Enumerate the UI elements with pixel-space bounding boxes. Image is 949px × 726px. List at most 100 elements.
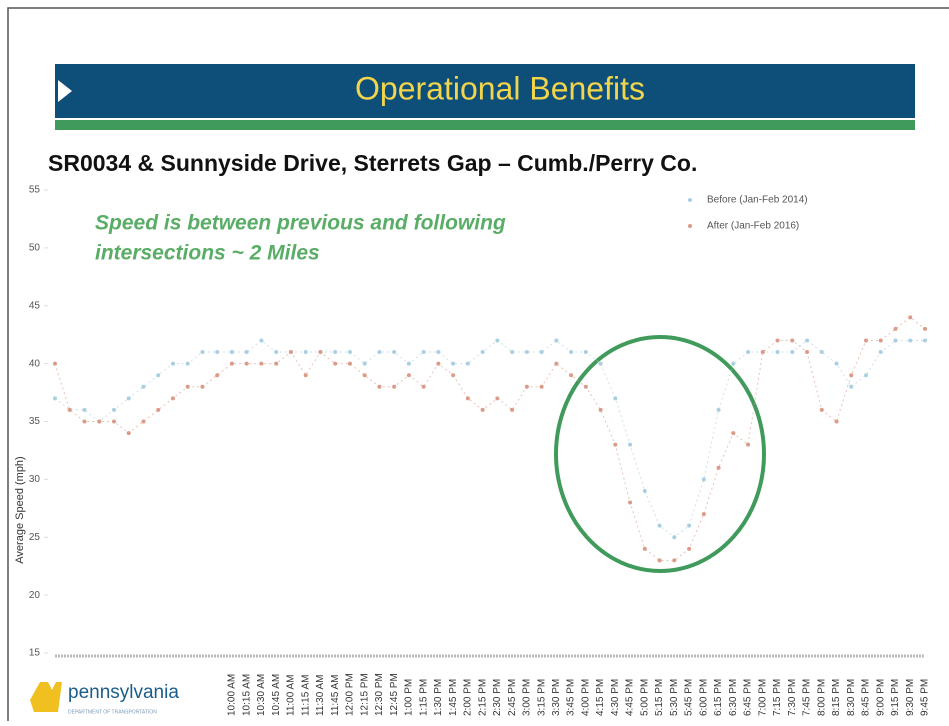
data-point [731, 431, 736, 436]
data-point [878, 350, 883, 355]
legend-label: After (Jan-Feb 2016) [707, 221, 799, 232]
data-point [510, 407, 515, 412]
data-point [185, 384, 190, 389]
logo-icon [30, 682, 62, 712]
x-tick-label: 1:00 PM [404, 679, 415, 716]
x-tick-label: 11:30 AM [315, 674, 326, 716]
slide-subtitle: SR0034 & Sunnyside Drive, Sterrets Gap –… [48, 150, 697, 176]
x-tick-label: 10:00 AM [227, 674, 238, 716]
x-tick-label: 7:15 PM [772, 679, 783, 716]
data-point [819, 350, 824, 355]
data-point [170, 361, 175, 366]
y-tick-label: 35 [29, 416, 41, 427]
data-point [878, 338, 883, 343]
data-point [554, 338, 559, 343]
x-tick-label: 6:15 PM [713, 679, 724, 716]
data-point [480, 407, 485, 412]
data-point [465, 396, 470, 401]
highlight-circle [554, 335, 766, 573]
data-point [672, 558, 677, 563]
data-point [790, 350, 795, 355]
x-tick-label: 9:00 PM [875, 679, 886, 716]
y-tick-label: 45 [29, 300, 41, 311]
data-point [421, 384, 426, 389]
series-line [54, 339, 925, 538]
annotation: intersections ~ 2 Miles [95, 242, 320, 265]
x-tick-label: 2:15 PM [477, 679, 488, 716]
data-point [303, 373, 308, 378]
data-point [200, 384, 205, 389]
x-tick-label: 3:15 PM [536, 679, 547, 716]
x-tick-label: 6:45 PM [743, 679, 754, 716]
x-tick-label: 3:00 PM [522, 679, 533, 716]
data-point [259, 361, 264, 366]
data-point [436, 350, 441, 355]
logo-subtitle: DEPARTMENT OF TRANSPORTATION [68, 709, 157, 715]
data-point [642, 488, 647, 493]
legend-label: Before (Jan-Feb 2014) [707, 195, 808, 206]
x-tick-label: 9:45 PM [920, 679, 931, 716]
data-point [436, 361, 441, 366]
x-tick-label: 11:00 AM [286, 674, 297, 716]
data-point [377, 384, 382, 389]
slide-border [7, 7, 949, 726]
data-point [156, 407, 161, 412]
data-point [657, 523, 662, 528]
logo-text: pennsylvania [68, 682, 179, 703]
data-point [53, 396, 57, 401]
data-point [628, 500, 633, 505]
data-point [893, 326, 898, 331]
data-point [495, 338, 500, 343]
series-line [54, 316, 926, 561]
data-point [569, 350, 574, 355]
data-point [406, 373, 411, 378]
x-tick-label: 8:45 PM [861, 679, 872, 716]
data-point [244, 361, 249, 366]
data-point [126, 431, 131, 436]
y-tick-label: 20 [29, 590, 41, 601]
data-point [923, 326, 927, 331]
data-point [746, 442, 751, 447]
data-point [215, 373, 220, 378]
x-tick-label: 6:30 PM [728, 679, 739, 716]
x-tick-label: 5:15 PM [654, 679, 665, 716]
data-point [480, 350, 485, 355]
data-point [67, 407, 72, 412]
data-point [569, 373, 574, 378]
x-tick-label: 10:30 AM [256, 674, 267, 716]
x-tick-label: 1:45 PM [448, 679, 459, 716]
x-tick-label: 10:45 AM [271, 674, 282, 716]
data-point [215, 350, 220, 355]
data-point [524, 384, 529, 389]
data-point [111, 407, 116, 412]
data-point [613, 396, 618, 401]
x-tick-label: 4:30 PM [610, 679, 621, 716]
x-tick-label: 8:15 PM [831, 679, 842, 716]
data-point [775, 338, 780, 343]
data-point [908, 315, 913, 320]
data-point [377, 350, 382, 355]
data-point [628, 442, 633, 447]
data-point [908, 338, 913, 343]
data-point [849, 384, 854, 389]
data-point [583, 350, 588, 355]
x-tick-label: 9:15 PM [890, 679, 901, 716]
data-point [333, 361, 338, 366]
data-point [200, 350, 205, 355]
data-point [583, 384, 588, 389]
data-point [362, 373, 367, 378]
data-point [819, 407, 824, 412]
x-tick-label: 7:30 PM [787, 679, 798, 716]
data-point [97, 419, 102, 424]
data-point [687, 523, 692, 528]
data-point [775, 350, 780, 355]
y-tick-label: 15 [29, 648, 41, 659]
y-tick-label: 55 [29, 185, 41, 196]
x-tick-label: 12:45 PM [389, 673, 400, 716]
data-point [185, 361, 190, 366]
data-point [406, 361, 411, 366]
x-tick-label: 5:30 PM [669, 679, 680, 716]
x-tick-label: 4:45 PM [625, 679, 636, 716]
